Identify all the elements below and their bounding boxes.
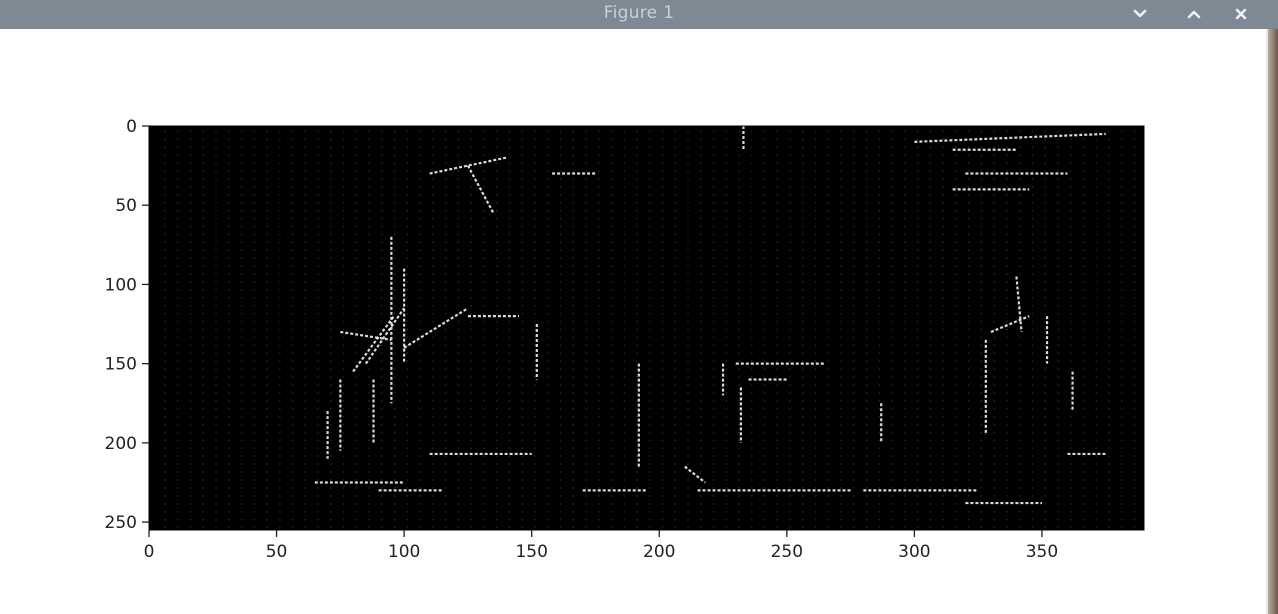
y-tick-label: 50 <box>115 196 137 216</box>
maximize-button[interactable] <box>1183 4 1205 24</box>
window-titlebar: Figure 1 <box>0 0 1278 29</box>
minimize-button[interactable] <box>1129 4 1151 24</box>
close-button[interactable] <box>1230 4 1252 24</box>
y-tick-label: 0 <box>126 117 137 137</box>
x-tick-label: 150 <box>515 542 547 562</box>
y-tick-label: 250 <box>105 513 137 533</box>
chevron-down-icon <box>1133 9 1147 18</box>
edge-segment <box>990 315 1030 333</box>
y-tick-label: 150 <box>105 355 137 375</box>
x-tick-label: 0 <box>144 542 155 562</box>
x-tick-label: 350 <box>1026 542 1058 562</box>
close-icon <box>1235 8 1247 20</box>
edge-segment <box>352 315 395 373</box>
window-title: Figure 1 <box>603 3 675 23</box>
edge-segment <box>1015 276 1023 333</box>
y-tick-label: 200 <box>105 434 137 454</box>
x-tick-label: 50 <box>266 542 288 562</box>
x-tick-label: 300 <box>898 542 930 562</box>
y-tick-label: 100 <box>105 275 137 295</box>
edge-segment <box>364 307 406 365</box>
figure-canvas: 0 50 100 150 200 250 300 350 0 50 100 150 200 250 <box>105 117 1145 562</box>
edge-segment <box>466 165 495 214</box>
chevron-up-icon <box>1187 10 1201 19</box>
image-noise <box>164 130 1136 529</box>
axes-frame <box>148 125 1145 531</box>
x-tick-label: 100 <box>388 542 420 562</box>
edge-segment <box>429 156 507 175</box>
edge-segment <box>684 465 706 484</box>
x-tick-label: 250 <box>771 542 803 562</box>
edge-segment <box>403 307 469 349</box>
image-area <box>149 126 1144 530</box>
edge-segment <box>914 132 1106 143</box>
x-tick-label: 200 <box>643 542 675 562</box>
edge-segment <box>340 330 392 341</box>
window-edge <box>1266 29 1278 614</box>
